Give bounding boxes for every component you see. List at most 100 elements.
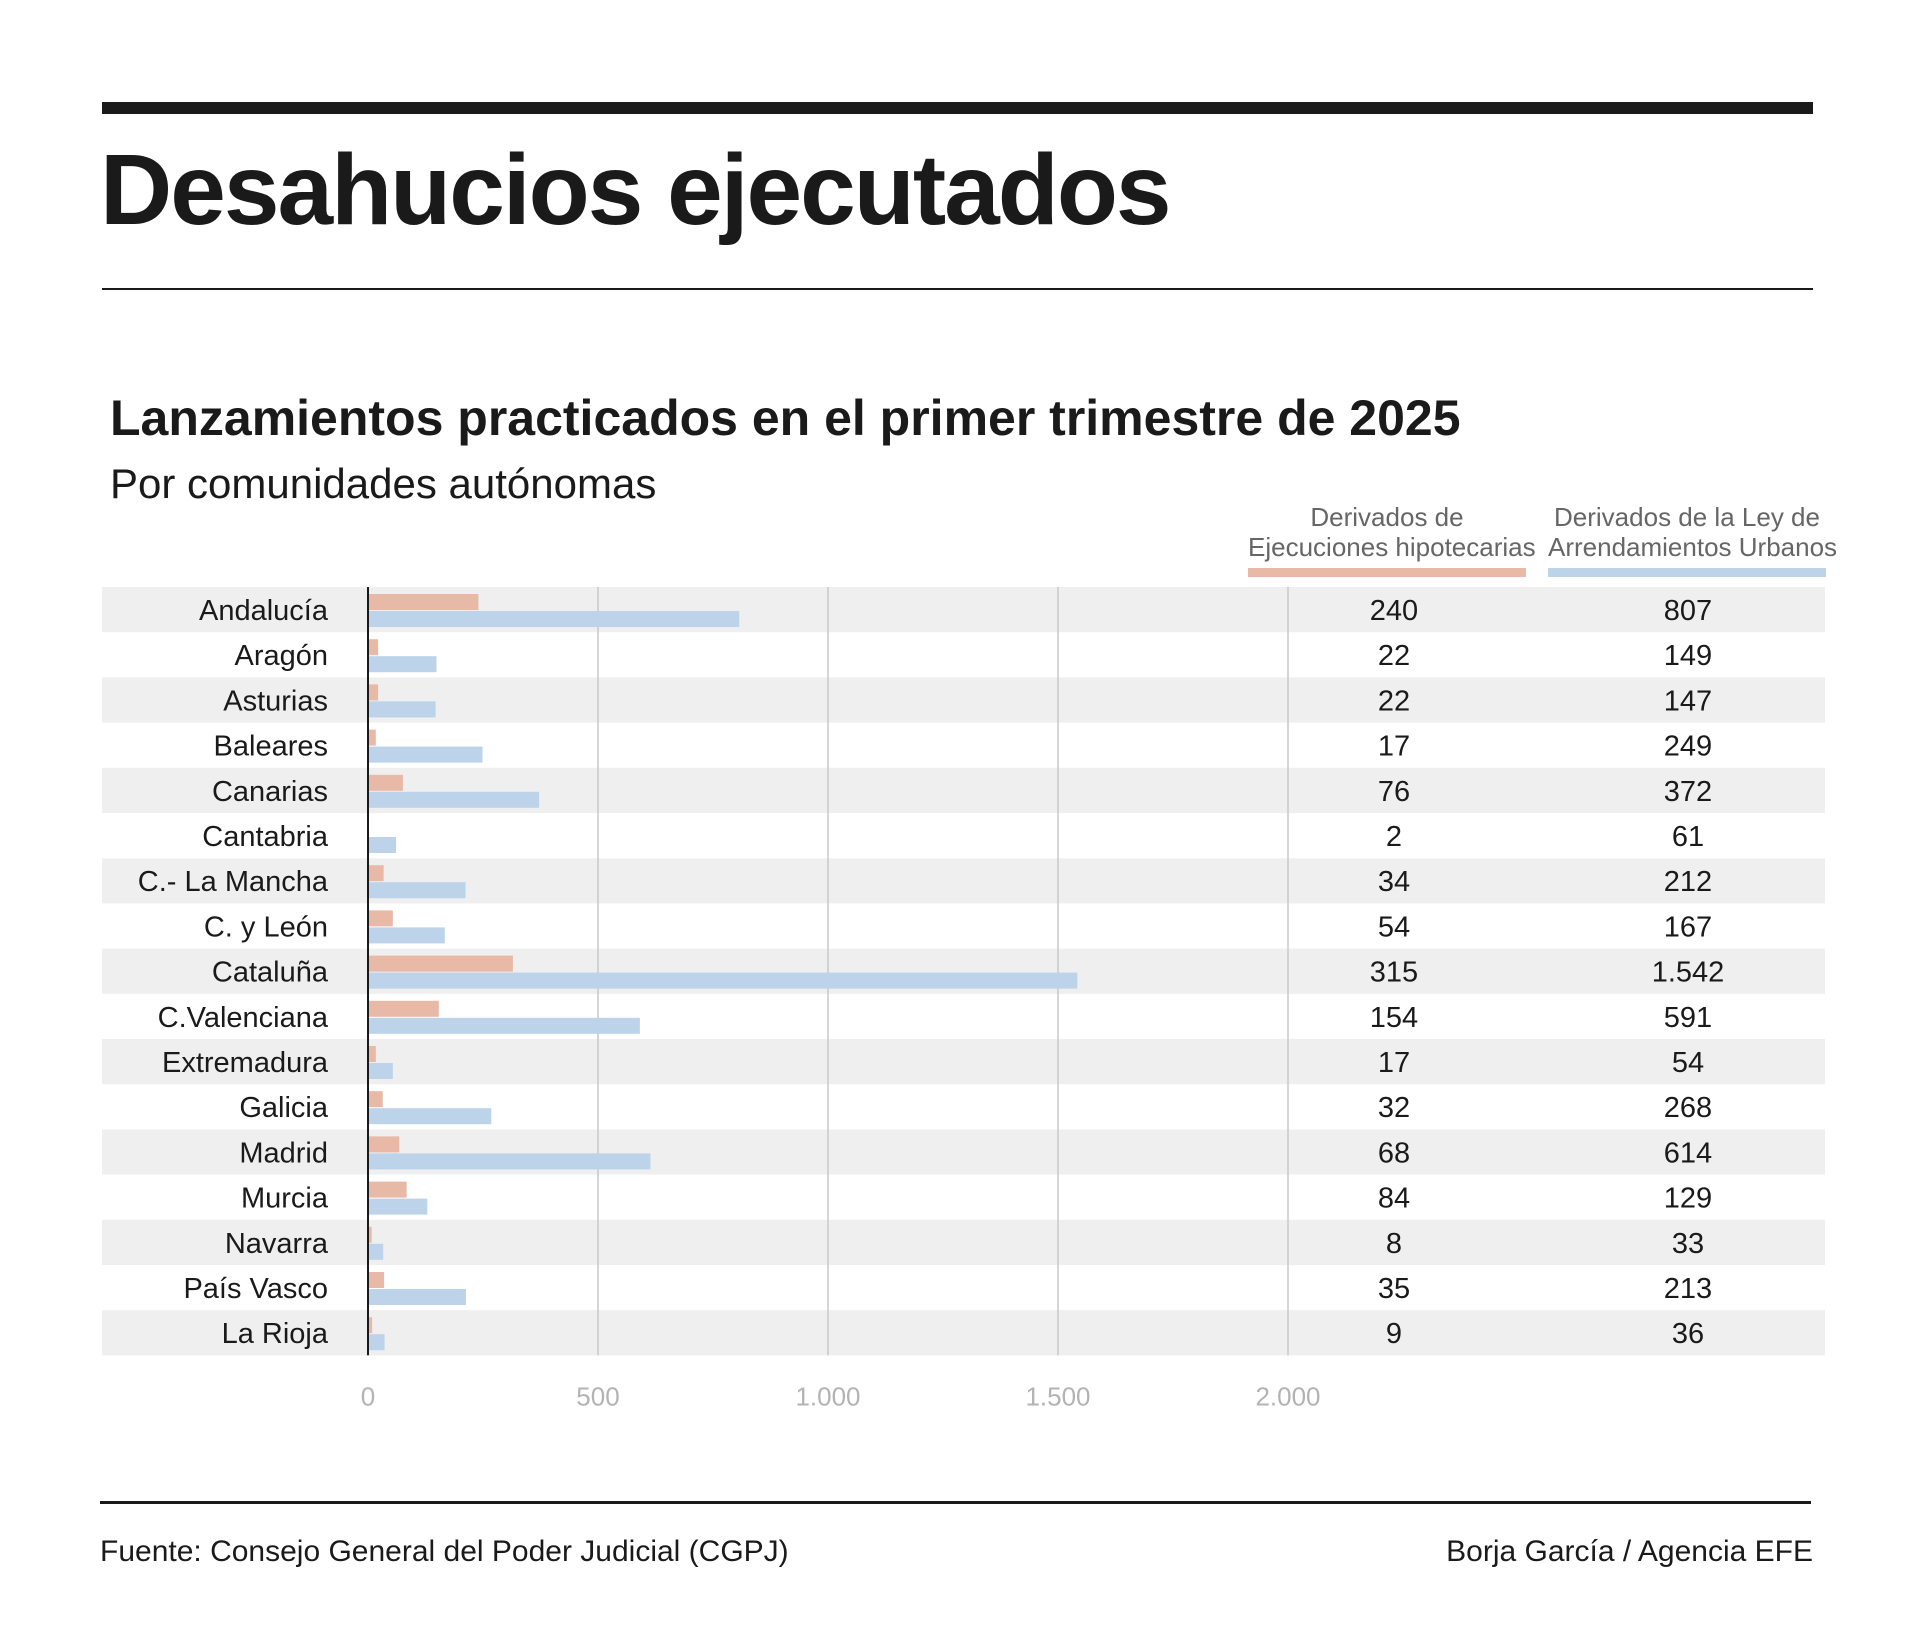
footer-credit: Borja García / Agencia EFE [1446,1535,1813,1568]
category-label: Murcia [241,1183,329,1215]
value-rent: 591 [1664,1002,1712,1034]
category-label: C. y León [204,911,328,943]
bar-mortgage [368,1272,385,1288]
x-tick-label: 1.500 [1025,1381,1090,1411]
x-tick-label: 500 [576,1381,619,1411]
value-rent: 213 [1664,1273,1712,1305]
x-tick-label: 2.000 [1255,1381,1320,1411]
value-mortgage: 54 [1378,911,1410,943]
page-title: Desahucios ejecutados [100,134,1172,246]
value-mortgage: 32 [1378,1092,1410,1124]
value-rent: 1.542 [1652,957,1725,989]
row-backgrounds [102,587,1825,1356]
bar-rent [368,1243,384,1260]
bar-mortgage [368,1136,400,1153]
value-rent: 614 [1664,1137,1712,1169]
legend-rent-line1: Derivados de la Ley de [1554,502,1820,532]
value-rent: 212 [1664,866,1712,898]
value-mortgage: 9 [1386,1318,1402,1350]
bar-mortgage [368,910,393,927]
bar-mortgage [368,1226,372,1243]
bar-mortgage [368,1091,383,1108]
x-tick-label: 1.000 [795,1381,860,1411]
bar-rent [368,1063,393,1079]
value-mortgage: 154 [1370,1002,1418,1034]
legend-rent: Derivados de la Ley de Arrendamientos Ur… [1548,502,1838,577]
value-mortgage: 34 [1378,866,1410,898]
bar-rent [368,1017,640,1034]
value-mortgage: 22 [1378,685,1410,717]
value-mortgage: 22 [1378,640,1410,672]
legend-mortgage-line2: Ejecuciones hipotecarias [1248,532,1536,562]
gridlines [597,587,1289,1356]
value-mortgage: 17 [1378,1047,1410,1079]
row-background [102,587,1825,633]
bar-mortgage [368,1181,407,1198]
row-background [102,1219,1825,1265]
value-mortgage: 68 [1378,1137,1410,1169]
value-mortgage: 315 [1370,957,1418,989]
category-label: Extremadura [162,1047,329,1079]
footer-rule [100,1501,1811,1504]
bar-mortgage [368,594,479,610]
bar-mortgage [368,729,376,746]
bar-mortgage [368,955,513,972]
value-rent: 167 [1664,911,1712,943]
chart-title: Lanzamientos practicados en el primer tr… [110,390,1461,446]
legend-mortgage: Derivados de Ejecuciones hipotecarias [1248,502,1536,577]
value-mortgage: 17 [1378,731,1410,763]
value-rent: 36 [1672,1318,1704,1350]
category-label: Cataluña [212,957,329,989]
bar-rent [368,611,740,627]
bar-mortgage [368,1046,376,1062]
bar-rent [368,746,483,763]
row-background [102,1129,1825,1175]
value-mortgage: 2 [1386,821,1402,853]
labels: Andalucía 240 807 Aragón 22 149 Asturias 22 147 B… [138,595,1724,1411]
legend-mortgage-line1: Derivados de [1310,502,1464,532]
chart-subtitle: Por comunidades autónomas [110,460,657,507]
category-label: Navarra [225,1228,329,1260]
bar-rent [368,656,437,673]
category-label: C.Valenciana [158,1002,329,1034]
value-rent: 149 [1664,640,1712,672]
row-background [102,1039,1825,1085]
value-rent: 807 [1664,595,1712,627]
bar-rent [368,1289,466,1305]
value-rent: 372 [1664,776,1712,808]
bar-mortgage [368,774,403,791]
bar-rent [368,1198,428,1215]
legend-mortgage-swatch [1248,568,1526,577]
category-label: País Vasco [183,1273,328,1305]
bar-rent [368,701,436,718]
bar-rent [368,927,445,944]
value-rent: 129 [1664,1183,1712,1215]
row-background [102,767,1825,813]
x-tick-label: 0 [361,1381,375,1411]
value-rent: 54 [1672,1047,1704,1079]
category-label: Andalucía [199,595,329,627]
bar-rent [368,837,397,853]
footer-source: Fuente: Consejo General del Poder Judici… [100,1535,789,1568]
top-rule [102,102,1813,114]
bar-mortgage [368,1317,373,1334]
legend-rent-line2: Arrendamientos Urbanos [1548,532,1838,562]
row-background [102,1310,1825,1356]
category-label: Aragón [234,640,328,672]
bar-rent [368,882,466,899]
title-rule [102,288,1813,290]
bar-mortgage [368,684,379,701]
bar-mortgage [368,865,384,882]
bar-mortgage [368,639,379,656]
bar-rent [368,1334,385,1351]
category-label: C.- La Mancha [138,866,329,898]
value-mortgage: 35 [1378,1273,1410,1305]
value-mortgage: 240 [1370,595,1418,627]
bar-rent [368,972,1078,989]
category-label: Baleares [214,731,328,763]
value-rent: 147 [1664,685,1712,717]
value-rent: 33 [1672,1228,1704,1260]
legend-rent-swatch [1548,568,1826,577]
value-mortgage: 8 [1386,1228,1402,1260]
bar-rent [368,791,540,808]
